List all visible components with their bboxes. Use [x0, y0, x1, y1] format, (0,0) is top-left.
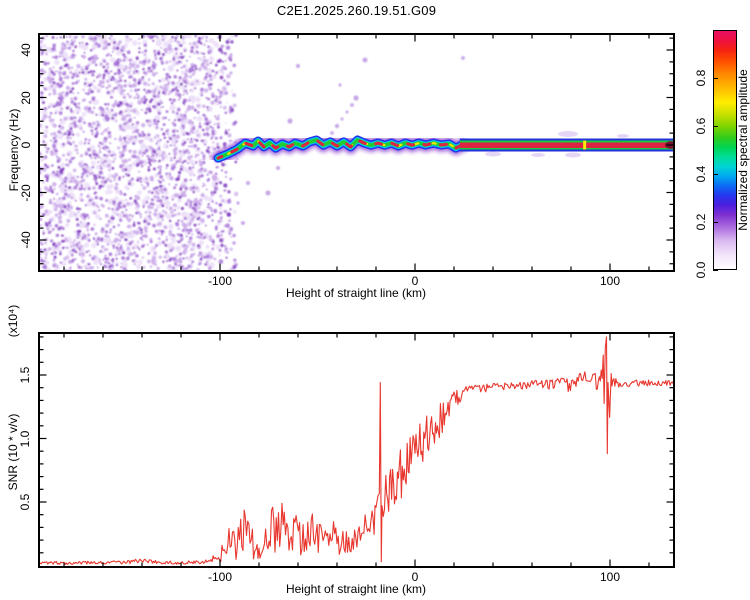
colorbar-tick	[713, 78, 718, 79]
snr-x-tick-label: -100	[207, 570, 233, 584]
colorbar-tick-label: 0.0	[694, 261, 708, 279]
plot-title: C2E1.2025.260.19.51.G09	[276, 3, 437, 18]
spectrogram-y-tick-label: 20	[19, 90, 33, 105]
colorbar-tick-label: 0.8	[694, 69, 708, 87]
frequency-axis-label: Frequency (Hz)	[7, 108, 21, 192]
snr-x-axis-label: Height of straight line (km)	[285, 582, 427, 596]
spectrogram-plot	[38, 33, 675, 272]
spectrogram-y-tick-label: 0	[19, 141, 33, 149]
colorbar-tick-label: 0.6	[694, 117, 708, 135]
colorbar-tick	[713, 270, 718, 271]
colorbar-tick	[713, 222, 718, 223]
colorbar-tick	[713, 126, 718, 127]
snr-axis-label: SNR (10 * v/v)	[6, 413, 20, 491]
colorbar-tick-label: 0.4	[694, 165, 708, 183]
spectrogram-x-axis-label: Height of straight line (km)	[285, 286, 427, 300]
colorbar-tick	[713, 174, 718, 175]
spectrogram-y-tick-label: -40	[19, 231, 33, 249]
spectrogram-y-tick-label: 40	[19, 43, 33, 57]
spectrogram-x-tick-label: 0	[411, 274, 419, 288]
colorbar-tick-label: 0.2	[694, 213, 708, 231]
snr-y-tick-label: 1.5	[18, 366, 32, 384]
snr-plot	[38, 332, 675, 568]
spectrogram-x-tick-label: 100	[599, 274, 621, 288]
colorbar-title: Normalized spectral amplitude	[736, 69, 750, 231]
snr-x-tick-label: 100	[599, 570, 621, 584]
snr-x-tick-label: 0	[411, 570, 419, 584]
spectrogram-x-tick-label: -100	[207, 274, 233, 288]
colorbar	[713, 30, 737, 270]
spectrogram-y-tick-label: -20	[19, 183, 33, 202]
snr-y-tick-label: 0.5	[18, 493, 32, 511]
snr-y-tick-label: 1.0	[18, 430, 32, 447]
snr-scale-label: (x10⁴)	[6, 304, 20, 338]
